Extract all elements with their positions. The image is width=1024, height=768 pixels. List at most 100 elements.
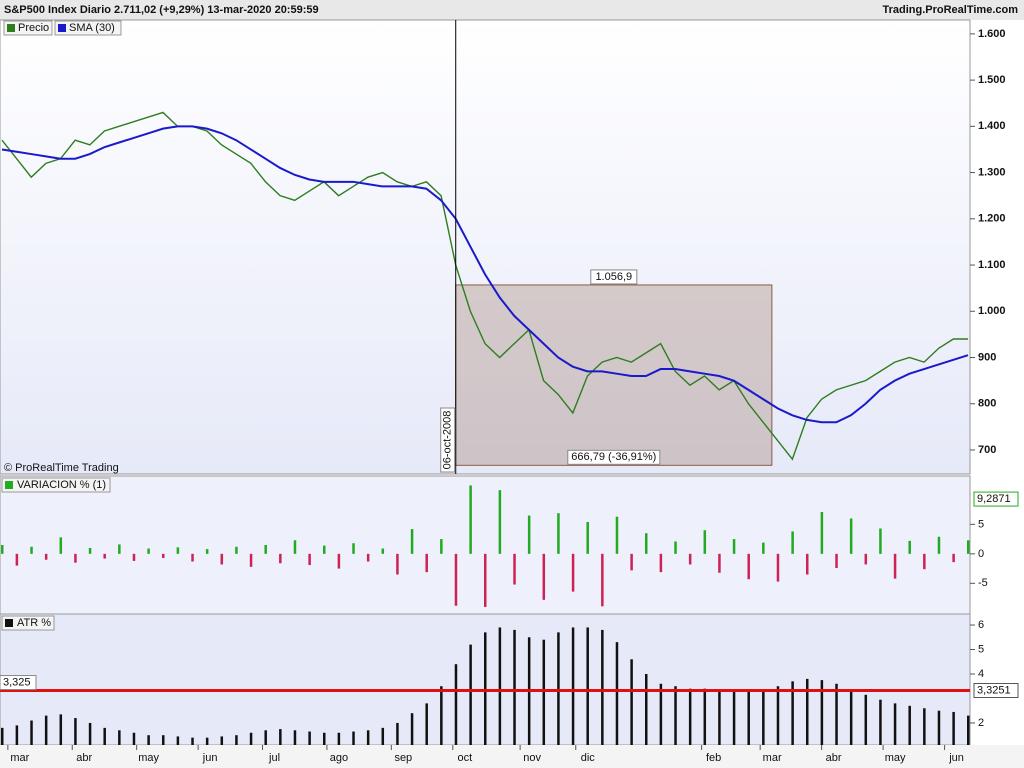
threshold-label: 3,325 <box>3 676 31 688</box>
range-bottom-label: 666,79 (-36,91%) <box>571 451 656 463</box>
bar <box>264 730 267 745</box>
legend-box <box>1 615 55 631</box>
range-top-label-box <box>590 269 638 285</box>
x-tick-label: abr <box>76 752 92 764</box>
bar <box>879 699 882 745</box>
bar <box>542 639 546 745</box>
bar <box>235 735 238 745</box>
y-tick-label: 1.300 <box>978 166 1006 178</box>
bar <box>59 537 63 554</box>
bar <box>366 553 370 562</box>
bar <box>132 553 136 561</box>
range-bottom-label-box <box>567 449 661 465</box>
bar <box>513 553 516 585</box>
bar <box>440 539 443 554</box>
bar <box>337 732 341 745</box>
bar <box>747 691 750 745</box>
threshold-label-box <box>0 675 37 691</box>
bar <box>791 681 794 745</box>
bar <box>410 529 414 554</box>
bar <box>893 553 897 579</box>
bar <box>118 544 121 554</box>
header-bar <box>0 0 1024 20</box>
bar <box>15 553 19 566</box>
bar <box>279 553 282 564</box>
bar <box>337 553 341 569</box>
bar <box>88 722 92 745</box>
bar <box>849 689 853 745</box>
bar <box>659 553 663 573</box>
y-tick-label: 1.200 <box>978 213 1006 225</box>
bar <box>293 730 297 745</box>
bar <box>498 490 502 554</box>
bar <box>718 689 721 745</box>
x-tick-label: mar <box>10 752 29 764</box>
x-tick-label: dic <box>581 752 596 764</box>
y-tick-label: 1.500 <box>978 74 1006 86</box>
legend-swatch <box>58 24 66 32</box>
bar <box>703 530 707 554</box>
bar <box>601 629 604 745</box>
header-title: S&P500 Index Diario 2.711,02 (+9,29%) 13… <box>4 4 319 16</box>
bar <box>615 516 619 554</box>
legend-label: ATR % <box>17 617 51 629</box>
bar <box>923 553 926 570</box>
bar <box>147 548 150 554</box>
bar <box>630 659 633 745</box>
bar <box>30 546 33 554</box>
bar <box>967 715 970 745</box>
y-tick-label: -5 <box>978 577 988 589</box>
bar <box>162 735 165 745</box>
y-tick-label: 5 <box>978 643 984 655</box>
y-tick-label: 700 <box>978 444 996 456</box>
x-tick-label: oct <box>457 752 472 764</box>
bar <box>59 714 63 745</box>
bar <box>74 553 77 563</box>
y-tick-label: 900 <box>978 351 996 363</box>
bar <box>864 553 868 565</box>
bar <box>293 540 297 554</box>
bar <box>776 686 780 745</box>
bar <box>44 715 48 745</box>
x-tick-label: jul <box>268 752 280 764</box>
bar <box>820 680 824 745</box>
bar <box>381 548 385 554</box>
bar <box>849 518 853 554</box>
bar <box>381 727 385 745</box>
bar <box>703 688 707 745</box>
range-top-label: 1.056,9 <box>595 271 632 283</box>
date-label: 06-oct-2008 <box>442 411 454 470</box>
sma-line <box>1 125 969 424</box>
bar <box>1 545 4 554</box>
x-tick-label: jun <box>202 752 218 764</box>
bar <box>908 705 911 745</box>
bar <box>352 543 355 554</box>
bar <box>279 729 282 745</box>
x-tick-label: feb <box>706 752 721 764</box>
bar <box>630 553 633 571</box>
legend-box <box>1 477 111 493</box>
x-tick-label: nov <box>523 752 541 764</box>
y-tick-label: 800 <box>978 398 996 410</box>
bar <box>30 720 33 745</box>
legend-swatch <box>5 481 13 489</box>
bar <box>601 553 604 607</box>
bar <box>454 664 458 745</box>
x-tick-label: mar <box>763 752 782 764</box>
bar <box>74 718 77 745</box>
bar <box>484 632 487 745</box>
bar <box>879 528 882 554</box>
y-tick-label: 5 <box>978 518 984 530</box>
last-value-box <box>973 491 1019 507</box>
bar <box>103 553 106 559</box>
bar <box>791 531 794 554</box>
bar <box>396 553 399 575</box>
last-value-box <box>973 683 1019 699</box>
bar <box>688 553 692 565</box>
bar <box>410 713 414 745</box>
bar <box>147 735 150 745</box>
bar <box>1 727 4 745</box>
bar <box>44 553 48 560</box>
bar <box>176 547 180 554</box>
